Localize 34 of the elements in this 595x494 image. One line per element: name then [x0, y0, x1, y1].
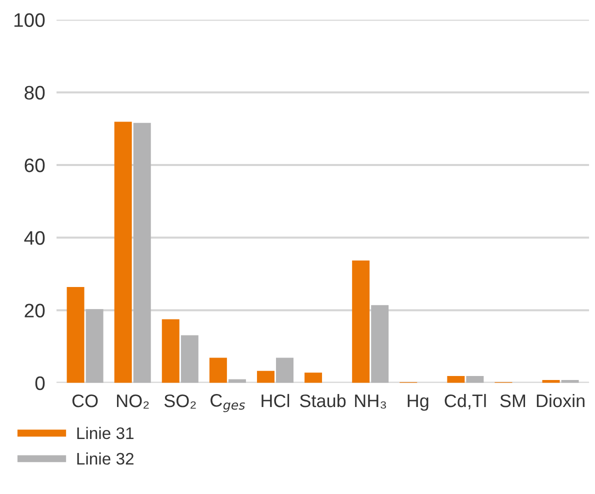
bar [114, 122, 132, 383]
y-tick-label: 80 [24, 86, 45, 100]
y-tick-label: 60 [24, 158, 45, 172]
bar [256, 370, 274, 383]
bar [371, 305, 389, 383]
legend-label: Linie 31 [77, 426, 134, 440]
bar [466, 376, 484, 383]
bar [86, 309, 104, 383]
bar [276, 358, 294, 383]
x-tick-label: Hg [408, 394, 428, 411]
x-tick-label: Dioxin [536, 394, 584, 408]
bar [133, 122, 151, 383]
bar [447, 376, 465, 383]
x-tick-label: Staub [300, 394, 346, 408]
bar [228, 379, 246, 383]
y-tick-label: 40 [24, 231, 45, 245]
x-tick-label: C$_{ges}$ [210, 394, 245, 412]
x-tick-label: SO₂ [164, 394, 196, 409]
bar [180, 335, 198, 383]
x-tick-label: Cd,Tl [444, 394, 486, 410]
x-tick-label: SM [500, 394, 526, 408]
legend-label: Linie 32 [77, 452, 134, 465]
x-tick-label: NH₃ [355, 394, 386, 409]
bar [162, 319, 180, 383]
bar [304, 372, 322, 383]
bar [209, 358, 227, 383]
y-tick-label: 20 [24, 304, 45, 318]
x-tick-label: CO [72, 394, 98, 408]
y-tick-label: 0 [35, 376, 45, 390]
x-tick-label: HCl [262, 394, 290, 408]
y-tick-label: 100 [14, 13, 45, 27]
bar [66, 286, 84, 383]
bar [352, 260, 370, 383]
x-tick-label: NO₂ [117, 394, 149, 409]
